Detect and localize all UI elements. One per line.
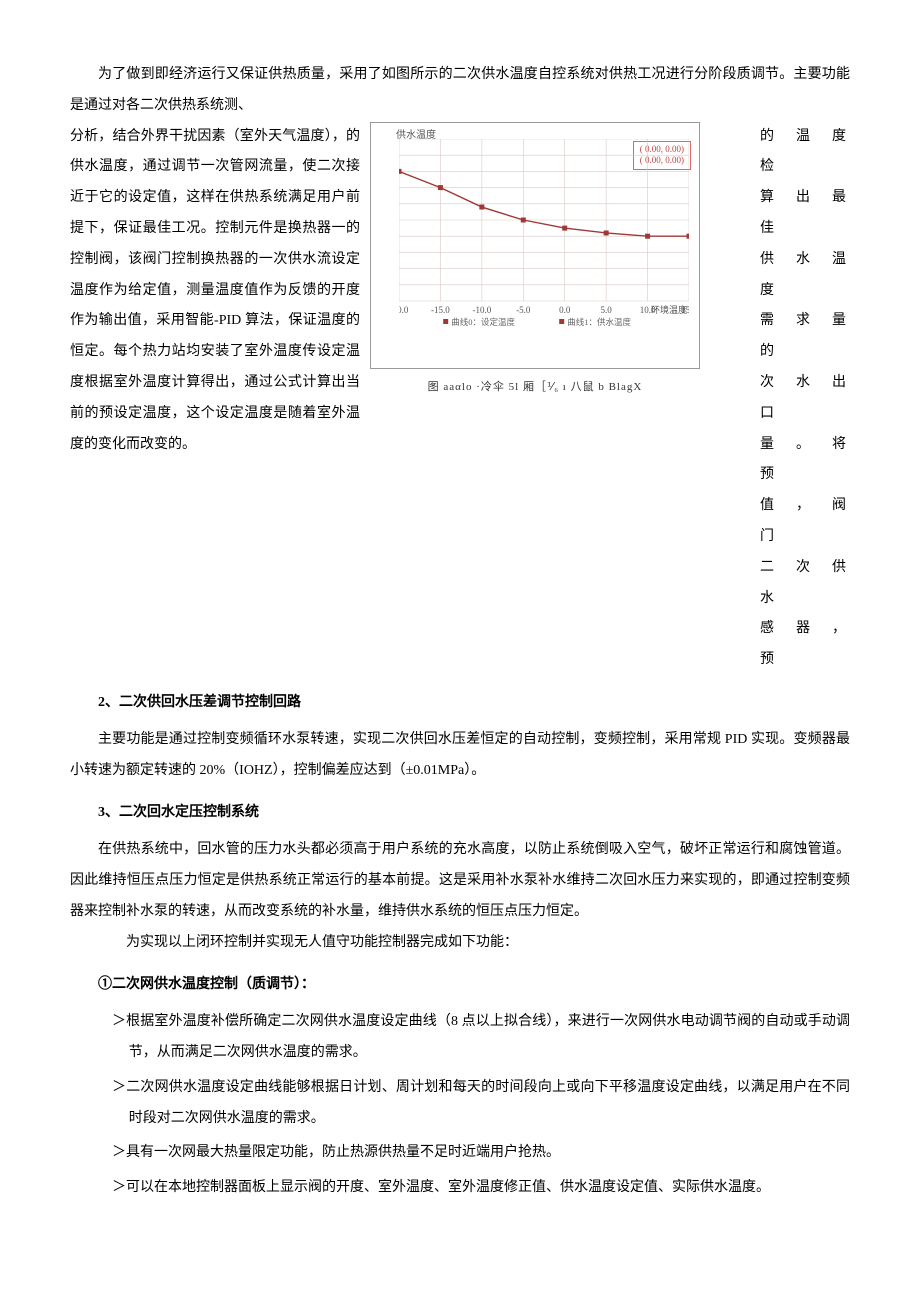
- three-column-layout: 分析，结合外界干扰因素（室外天气温度），的供水温度，通过调节一次管网流量，使二次…: [70, 122, 850, 676]
- right-column-line: 二 次 供 水: [760, 553, 850, 615]
- right-column-line: 算 出 最 佳: [760, 183, 850, 245]
- intro-paragraph: 为了做到即经济运行又保证供热质量，采用了如图所示的二次供水温度自控系统对供热工况…: [70, 60, 850, 122]
- section-3-body-1: 在供热系统中，回水管的压力水头都必须高于用户系统的充水高度，以防止系统倒吸入空气…: [70, 835, 850, 927]
- section-2-body: 主要功能是通过控制变频循环水泵转速，实现二次供回水压差恒定的自动控制，变频控制，…: [70, 725, 850, 787]
- right-text-column: 的 温 度 检算 出 最 佳供 水 温 度需 求 量 的次 水 出 口量 。 将…: [760, 122, 850, 676]
- right-column-line: 感 器 ， 预: [760, 614, 850, 676]
- right-column-line: 次 水 出 口: [760, 368, 850, 430]
- right-column-line: 的 温 度 检: [760, 122, 850, 184]
- svg-text:-20.0: -20.0: [399, 305, 409, 315]
- bullet-item: ＞根据室外温度补偿所确定二次网供水温度设定曲线（8 点以上拟合线），来进行一次网…: [112, 1007, 850, 1069]
- right-column-line: 供 水 温 度: [760, 245, 850, 307]
- bullet-item: ＞具有一次网最大热量限定功能，防止热源供热量不足时近端用户抢热。: [112, 1138, 850, 1169]
- bullet-list: ＞根据室外温度补偿所确定二次网供水温度设定曲线（8 点以上拟合线），来进行一次网…: [70, 1007, 850, 1204]
- temperature-chart: 供水温度 ( 0.00, 0.00) ( 0.00, 0.00) -20.0-1…: [370, 122, 700, 369]
- section-3-title: 3、二次回水定压控制系统: [70, 798, 850, 829]
- bullet-item: ＞二次网供水温度设定曲线能够根据日计划、周计划和每天的时间段向上或向下平移温度设…: [112, 1073, 850, 1135]
- bullet-item: ＞可以在本地控制器面板上显示阀的开度、室外温度、室外温度修正值、供水温度设定值、…: [112, 1173, 850, 1204]
- svg-text:0.0: 0.0: [559, 305, 571, 315]
- svg-text:5.0: 5.0: [601, 305, 613, 315]
- right-column-line: 值 ， 阀 门: [760, 491, 850, 553]
- left-paragraph: 分析，结合外界干扰因素（室外天气温度），的供水温度，通过调节一次管网流量，使二次…: [70, 122, 360, 461]
- section-2-title: 2、二次供回水压差调节控制回路: [70, 688, 850, 719]
- svg-text:环境温度: 环境温度: [651, 304, 687, 315]
- right-column-line: 需 求 量 的: [760, 306, 850, 368]
- chart-container: 供水温度 ( 0.00, 0.00) ( 0.00, 0.00) -20.0-1…: [370, 122, 700, 399]
- left-text-column: 分析，结合外界干扰因素（室外天气温度），的供水温度，通过调节一次管网流量，使二次…: [70, 122, 360, 461]
- svg-text:-5.0: -5.0: [516, 305, 531, 315]
- right-column-line: 量 。 将 预: [760, 430, 850, 492]
- chart-caption: 图 aaαlo ·冷伞 5l 厢［⅟₆ ı 八鼠 b BlagX: [370, 375, 700, 399]
- svg-text:-10.0: -10.0: [472, 305, 491, 315]
- svg-text:曲线1：供水温度: 曲线1：供水温度: [567, 317, 631, 327]
- subsection-title: ①二次网供水温度控制（质调节）：: [70, 970, 850, 1001]
- svg-text:-15.0: -15.0: [431, 305, 450, 315]
- section-3-body-2: 为实现以上闭环控制并实现无人值守功能控制器完成如下功能：: [70, 928, 850, 959]
- chart-svg: -20.0-15.0-10.0-5.00.05.010.015.00102030…: [399, 139, 689, 329]
- svg-text:曲线0：设定温度: 曲线0：设定温度: [451, 317, 515, 327]
